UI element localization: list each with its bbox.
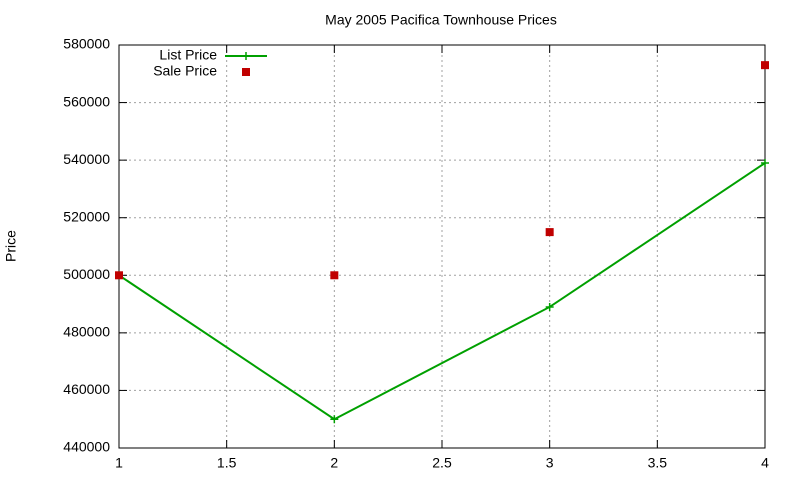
x-tick-label: 1.5 — [217, 455, 237, 471]
y-tick-label: 540000 — [63, 151, 110, 167]
data-point — [545, 228, 554, 237]
x-tick-label: 3 — [546, 455, 554, 471]
legend-marker — [242, 52, 250, 60]
legend-label: List Price — [159, 47, 217, 63]
chart-title: May 2005 Pacifica Townhouse Prices — [325, 12, 557, 28]
y-tick-label: 580000 — [63, 36, 110, 52]
legend-marker — [242, 68, 250, 76]
data-point — [330, 271, 339, 280]
series-line — [118, 162, 766, 421]
y-tick-label: 460000 — [63, 381, 110, 397]
legend-label: Sale Price — [153, 63, 217, 79]
y-axis-label: Price — [3, 230, 19, 262]
y-tick-label: 520000 — [63, 208, 110, 224]
y-tick-label: 500000 — [63, 266, 110, 282]
data-point — [115, 271, 123, 280]
y-tick-label: 560000 — [63, 93, 110, 109]
y-tick-label: 440000 — [63, 439, 110, 455]
x-tick-label: 3.5 — [648, 455, 668, 471]
x-tick-label: 1 — [115, 455, 123, 471]
data-point — [761, 61, 769, 70]
y-tick-label: 480000 — [63, 324, 110, 340]
data-point — [761, 159, 769, 168]
data-point — [545, 302, 554, 311]
x-tick-label: 2.5 — [432, 455, 452, 471]
data-point — [330, 415, 339, 424]
x-tick-label: 2 — [330, 455, 338, 471]
x-tick-label: 4 — [761, 455, 769, 471]
plot-frame — [118, 44, 766, 449]
